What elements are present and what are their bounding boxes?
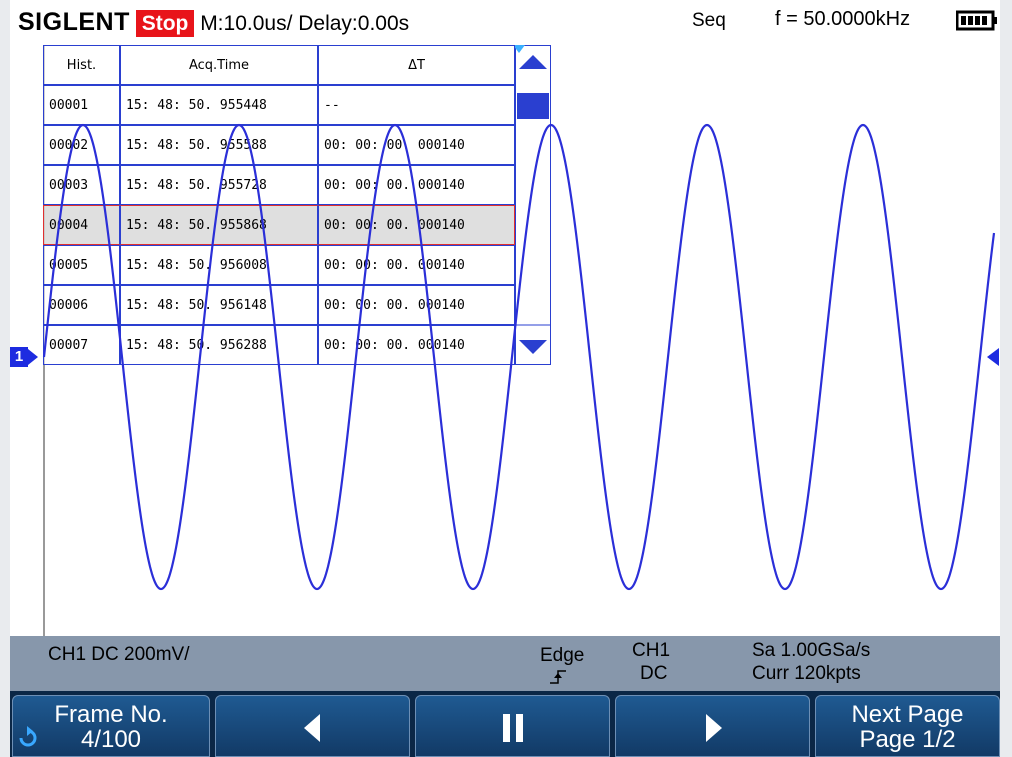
table-cell: 00: 00: 00. 000140 <box>318 285 515 325</box>
edge-icon <box>548 668 568 686</box>
column-header: ΔT <box>318 45 515 85</box>
knob-icon <box>17 726 39 748</box>
table-cell: 00003 <box>43 165 120 205</box>
table-cell: 00005 <box>43 245 120 285</box>
trigger-coupling: DC <box>640 663 667 685</box>
pause-icon <box>498 708 528 748</box>
acq-mode: Seq <box>692 10 726 32</box>
top-bar: SIGLENT Stop M:10.0us/ Delay:0.00s <box>18 8 409 37</box>
table-cell[interactable]: 00: 00: 00. 000140 <box>318 205 515 245</box>
table-cell: 00: 00: 00. 000140 <box>318 245 515 285</box>
table-cell: 15: 48: 50. 956148 <box>120 285 318 325</box>
softkey-bar: Frame No. 4/100 Next Page Page 1/2 <box>10 691 1000 757</box>
table-cell: 15: 48: 50. 956288 <box>120 325 318 365</box>
next-icon <box>698 708 728 748</box>
next-page-softkey[interactable]: Next Page Page 1/2 <box>815 695 1000 757</box>
table-cell: 15: 48: 50. 955448 <box>120 85 318 125</box>
frequency: f = 50.0000kHz <box>775 8 910 31</box>
table-cell: 00007 <box>43 325 120 365</box>
softkey-value: Page 1/2 <box>816 727 999 752</box>
softkey-label: Frame No. <box>13 696 209 727</box>
pause-softkey[interactable] <box>415 695 610 757</box>
table-cell: 15: 48: 50. 956008 <box>120 245 318 285</box>
sample-rate: Sa 1.00GSa/s <box>752 640 870 662</box>
channel-setting: CH1 DC 200mV/ <box>48 644 190 666</box>
column-header: Hist. <box>43 45 120 85</box>
prev-softkey[interactable] <box>215 695 410 757</box>
page: SIGLENT Stop M:10.0us/ Delay:0.00s Seq f… <box>0 0 1012 757</box>
table-cell: 00006 <box>43 285 120 325</box>
table-cell: 00: 00: 00. 000140 <box>318 125 515 165</box>
trigger-source: CH1 <box>632 640 670 662</box>
table-cell[interactable]: 00004 <box>43 205 120 245</box>
frame-softkey[interactable]: Frame No. 4/100 <box>12 695 210 757</box>
brand: SIGLENT <box>18 8 130 36</box>
channel-marker: 1 <box>10 347 28 367</box>
next-softkey[interactable] <box>615 695 810 757</box>
table-cell: -- <box>318 85 515 125</box>
run-status: Stop <box>136 10 195 37</box>
table-cell: 00: 00: 00. 000140 <box>318 325 515 365</box>
table-cell: 00001 <box>43 85 120 125</box>
table-cell[interactable]: 15: 48: 50. 955868 <box>120 205 318 245</box>
battery-icon <box>956 10 1000 32</box>
timebase: M:10.0us/ Delay:0.00s <box>200 12 409 35</box>
scrollbar <box>515 45 551 365</box>
softkey-label: Next Page <box>816 696 999 727</box>
trigger-level-marker <box>985 348 1000 366</box>
memory-depth: Curr 120kpts <box>752 663 861 685</box>
trigger-type: Edge <box>540 645 584 667</box>
softkey-value: 4/100 <box>13 727 209 752</box>
table-cell: 00: 00: 00. 000140 <box>318 165 515 205</box>
marker-arrow <box>28 349 40 365</box>
table-cell: 15: 48: 50. 955588 <box>120 125 318 165</box>
table-cell: 15: 48: 50. 955728 <box>120 165 318 205</box>
column-header: Acq.Time <box>120 45 318 85</box>
prev-icon <box>298 708 328 748</box>
info-bar: CH1 DC 200mV/ Edge CH1 DC Sa 1.00GSa/s C… <box>10 636 1000 691</box>
table-cell: 00002 <box>43 125 120 165</box>
